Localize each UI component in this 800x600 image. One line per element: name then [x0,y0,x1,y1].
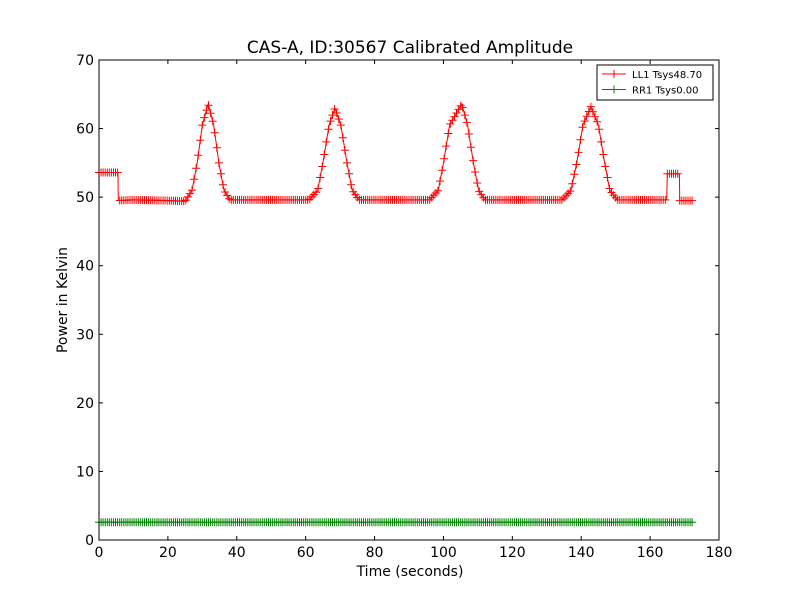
x-tick-label: 160 [637,545,664,561]
series-layer [95,101,697,527]
x-tick-label: 180 [706,545,733,561]
y-tick-label: 50 [76,190,94,206]
tick-layer: 0 20 40 60 80 100 120 140 160 180 0 10 20 30 40 50 60 70 [76,53,732,561]
y-axis-label: Power in Kelvin [55,247,71,353]
y-tick-label: 20 [76,396,94,412]
legend-box [596,64,714,101]
x-tick-label: 60 [297,545,315,561]
x-tick-label: 120 [499,545,526,561]
x-tick-label: 140 [568,545,595,561]
y-tick-label: 10 [76,464,94,480]
y-tick-label: 30 [76,327,94,343]
y-tick-label: 70 [76,53,94,69]
series-markers [95,101,697,206]
x-tick-label: 100 [430,545,457,561]
y-tick-label: 60 [76,122,94,138]
legend-label: RR1 Tsys0.00 [632,86,699,97]
x-tick-label: 20 [159,545,177,561]
legend-marker [610,70,618,78]
legend-label: LL1 Tsys48.70 [632,70,702,81]
legend: LL1 Tsys48.70 RR1 Tsys0.00 [596,64,714,101]
series-line [99,101,694,202]
y-tick-label: 0 [85,533,94,549]
x-tick-label: 80 [366,545,384,561]
series-markers [95,518,697,527]
x-tick-label: 40 [228,545,246,561]
chart-title: CAS-A, ID:30567 Calibrated Amplitude [247,38,573,58]
x-tick-label: 0 [95,545,104,561]
y-tick-label: 40 [76,259,94,275]
plot-frame [98,59,720,541]
x-axis-label: Time (seconds) [356,564,464,580]
series-1 [95,101,697,206]
series-2 [95,518,697,527]
legend-marker [610,85,618,94]
